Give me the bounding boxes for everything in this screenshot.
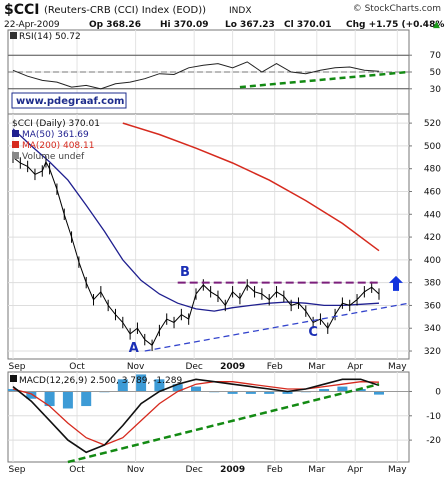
- macd-legend: MACD(12,26,9) 2.500, 3.789, -1.289: [19, 376, 182, 386]
- x-tick-label: Mar: [308, 362, 325, 372]
- ma50-legend: MA(50) 361.69: [22, 130, 89, 140]
- macd-histogram-bar: [117, 379, 128, 392]
- up-arrow-icon: [389, 275, 403, 291]
- macd-layer: [8, 374, 409, 464]
- y-tick-label: 380: [424, 279, 441, 289]
- macd-trendline: [67, 382, 380, 464]
- x-tick-label: Feb: [267, 362, 283, 372]
- y-tick-label: 320: [424, 347, 441, 357]
- macd-histogram-bar: [172, 384, 183, 392]
- rsi-trendline: [239, 70, 409, 89]
- macd-histogram-bar: [62, 391, 73, 409]
- y-tick-label: -20: [426, 436, 441, 446]
- index-name: (Reuters-CRB (CCI) Index (EOD)): [44, 5, 206, 16]
- ma200-line: [122, 122, 380, 252]
- rsi-legend-swatch: [10, 32, 17, 39]
- y-tick-label: 400: [424, 256, 441, 266]
- x-tick-label: Apr: [347, 362, 363, 372]
- y-tick-label: -10: [426, 412, 441, 422]
- x-tick-label: 2009: [220, 465, 245, 475]
- macd-histogram-bar: [337, 386, 348, 392]
- support-trendline: [144, 302, 410, 352]
- x-tick-label: Sep: [9, 465, 26, 475]
- brand-logo: © StockCharts.com: [353, 4, 441, 14]
- ma200-legend: MA(200) 408.11: [22, 141, 94, 151]
- price-layer: A B C: [12, 122, 410, 356]
- macd-histogram-bar: [26, 391, 37, 399]
- x-tick-label: Mar: [308, 465, 325, 475]
- rsi-legend: RSI(14) 50.72: [19, 32, 81, 42]
- macd-histogram-bar: [264, 391, 275, 394]
- quote-low: Lo 367.23: [225, 20, 275, 30]
- ma50-legend-swatch: [12, 130, 19, 137]
- macd-histogram-bar: [355, 389, 366, 392]
- y-tick-label: 0: [435, 387, 441, 397]
- quote-date: 22-Apr-2009: [4, 20, 60, 30]
- quote-close: Cl 370.01: [284, 20, 332, 30]
- y-tick-label: 480: [424, 165, 441, 175]
- quote-high: Hi 370.09: [160, 20, 208, 30]
- annotation-b: B: [180, 265, 190, 280]
- x-tick-label: Oct: [69, 362, 85, 372]
- price-line: [12, 156, 380, 347]
- x-tick-label: Dec: [185, 362, 202, 372]
- annotation-a: A: [129, 341, 139, 356]
- watermark: www.pdegraaf.com: [16, 96, 124, 107]
- index-type: INDX: [229, 6, 251, 16]
- rsi-line: [12, 61, 380, 90]
- y-tick-label: 460: [424, 187, 441, 197]
- y-tick-label: 360: [424, 301, 441, 311]
- macd-histogram-bar: [374, 391, 384, 395]
- x-tick-label: Dec: [185, 465, 202, 475]
- macd-histogram-bar: [319, 389, 330, 392]
- x-axis-labels-price: Sep Oct Nov Dec 2009 Feb Mar Apr May: [9, 362, 408, 372]
- y-tick-label: 340: [424, 324, 441, 334]
- y-tick-label: 70: [430, 51, 442, 61]
- macd-histogram-bar: [81, 391, 92, 407]
- quote-change: Chg +1.75 (+0.48%): [346, 20, 445, 30]
- symbol: $CCI: [4, 2, 40, 18]
- ma200-legend-swatch: [12, 141, 19, 148]
- ma50-line: [12, 128, 380, 312]
- y-tick-label: 520: [424, 119, 441, 129]
- price-panel: [7, 113, 410, 360]
- volume-legend: Volume undef: [22, 152, 85, 162]
- volume-legend-swatch: [12, 152, 19, 159]
- x-tick-label: Nov: [127, 362, 145, 372]
- watermark-box: [11, 92, 127, 109]
- x-tick-label: Sep: [9, 362, 26, 372]
- macd-signal-line: [12, 381, 380, 446]
- change-arrow-icon: ▲: [433, 20, 440, 30]
- y-tick-label: 420: [424, 233, 441, 243]
- macd-histogram-bar: [282, 391, 293, 394]
- macd-line: [12, 378, 380, 454]
- x-tick-label: May: [388, 362, 407, 372]
- y-tick-label: 30: [430, 85, 442, 95]
- price-title: $CCI (Daily) 370.01: [12, 119, 100, 129]
- macd-histogram-bar: [8, 389, 18, 392]
- macd-histogram-bar: [44, 391, 55, 407]
- macd-histogram-bar: [191, 386, 201, 392]
- macd-histogram-bar: [136, 374, 147, 392]
- rsi-layer: [8, 54, 409, 90]
- macd-histogram-bar: [227, 391, 238, 394]
- macd-histogram-bar: [245, 391, 256, 394]
- x-tick-label: May: [388, 465, 407, 475]
- y-tick-label: 440: [424, 210, 441, 220]
- annotation-c: C: [308, 325, 318, 340]
- x-tick-label: Nov: [127, 465, 145, 475]
- x-tick-label: Oct: [69, 465, 85, 475]
- x-axis-labels-macd: Sep Oct Nov Dec 2009 Feb Mar Apr May: [9, 465, 408, 475]
- macd-histogram-bar: [154, 379, 165, 392]
- x-tick-label: Apr: [347, 465, 363, 475]
- y-tick-label: 500: [424, 142, 441, 152]
- x-tick-label: 2009: [220, 362, 245, 372]
- y-tick-label: 50: [430, 68, 442, 78]
- quote-open: Op 368.26: [89, 20, 141, 30]
- macd-legend-swatch: [10, 375, 17, 382]
- x-tick-label: Feb: [267, 465, 283, 475]
